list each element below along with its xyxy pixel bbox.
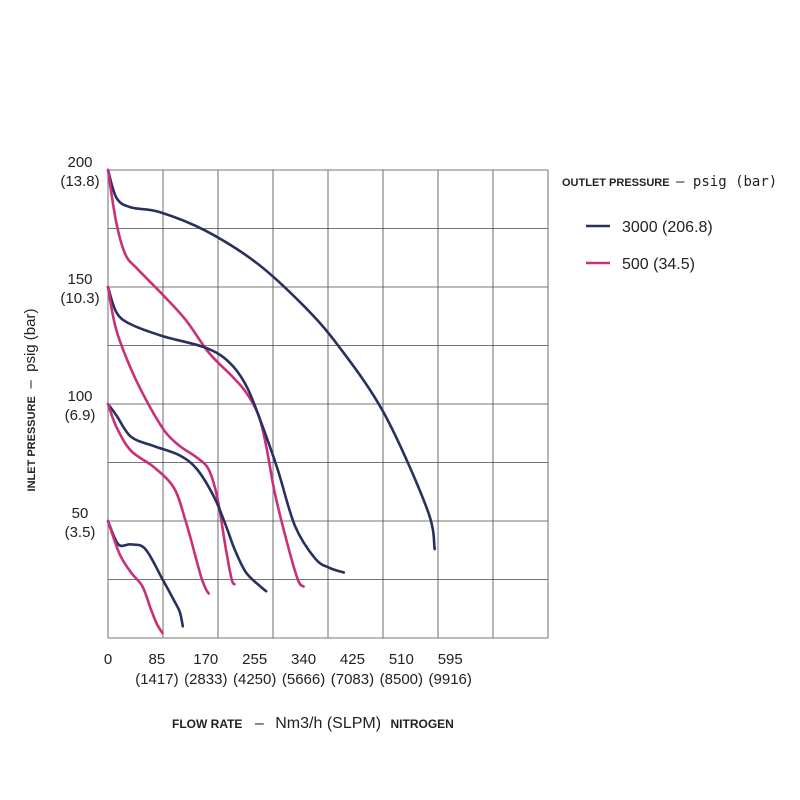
legend-title-unit: psig (bar)	[693, 174, 777, 190]
x-axis-label: FLOW RATE – Nm3/h (SLPM) NITROGEN	[172, 715, 454, 732]
y-tick-sublabel: (3.5)	[65, 524, 96, 541]
curve-inlet-200-outlet-500	[106, 168, 305, 588]
x-axis-label-unit: Nm3/h (SLPM)	[275, 715, 381, 732]
y-tick-labels: 200 (13.8) 150 (10.3) 100 (6.9) 50 (3.5)	[60, 154, 99, 541]
y-axis-label-prefix: INLET PRESSURE	[26, 396, 38, 491]
x-tick-sublabel: (2833)	[184, 671, 227, 688]
y-tick-label: 100	[67, 388, 92, 405]
chart-grid	[107, 169, 549, 639]
x-tick-label: 170	[193, 651, 218, 668]
curve-inlet-100-outlet-3000	[106, 402, 268, 593]
legend-title-prefix: OUTLET PRESSURE	[562, 177, 670, 189]
x-axis-label-prefix: FLOW RATE	[172, 717, 242, 731]
x-tick-label: 255	[242, 651, 267, 668]
curve-inlet-200-outlet-3000	[106, 168, 436, 551]
x-tick-sublabel: (1417)	[135, 671, 178, 688]
x-axis-label-dash: –	[255, 715, 264, 732]
x-tick-label: 510	[389, 651, 414, 668]
x-tick-label: 0	[104, 651, 112, 668]
x-tick-sublabel: (5666)	[282, 671, 325, 688]
x-tick-labels: 0 85 (1417) 170 (2833) 255 (4250) 340 (5666) 425 (…	[104, 651, 472, 688]
y-axis-label: INLET PRESSURE – psig (bar)	[22, 309, 39, 492]
x-tick-label: 425	[340, 651, 365, 668]
y-tick-sublabel: (10.3)	[60, 290, 99, 307]
x-tick-sublabel: (4250)	[233, 671, 276, 688]
chart-series	[106, 168, 436, 635]
curve-inlet-50-outlet-500	[106, 519, 164, 635]
legend-label-500: 500 (34.5)	[622, 256, 695, 273]
legend-title-dash: –	[676, 174, 685, 190]
x-tick-label: 595	[438, 651, 463, 668]
y-axis-label-dash: –	[22, 380, 39, 389]
y-tick-sublabel: (13.8)	[60, 173, 99, 190]
x-tick-sublabel: (8500)	[380, 671, 423, 688]
x-tick-label: 85	[149, 651, 166, 668]
x-tick-sublabel: (7083)	[331, 671, 374, 688]
legend-label-3000: 3000 (206.8)	[622, 219, 713, 236]
y-tick-label: 150	[67, 271, 92, 288]
curve-inlet-150-outlet-500	[106, 285, 236, 586]
curve-inlet-50-outlet-3000	[106, 519, 185, 628]
x-tick-sublabel: (9916)	[429, 671, 472, 688]
x-tick-label: 340	[291, 651, 316, 668]
y-tick-label: 200	[67, 154, 92, 171]
curve-inlet-150-outlet-3000	[106, 285, 346, 574]
legend-title: OUTLET PRESSURE – psig (bar)	[562, 173, 777, 190]
curve-inlet-100-outlet-500	[106, 402, 210, 595]
y-axis-label-unit: psig (bar)	[22, 309, 39, 372]
legend: OUTLET PRESSURE – psig (bar) 3000 (206.8…	[562, 173, 777, 273]
y-tick-label: 50	[72, 505, 89, 522]
x-axis-label-suffix: NITROGEN	[391, 717, 454, 731]
y-tick-sublabel: (6.9)	[65, 407, 96, 424]
